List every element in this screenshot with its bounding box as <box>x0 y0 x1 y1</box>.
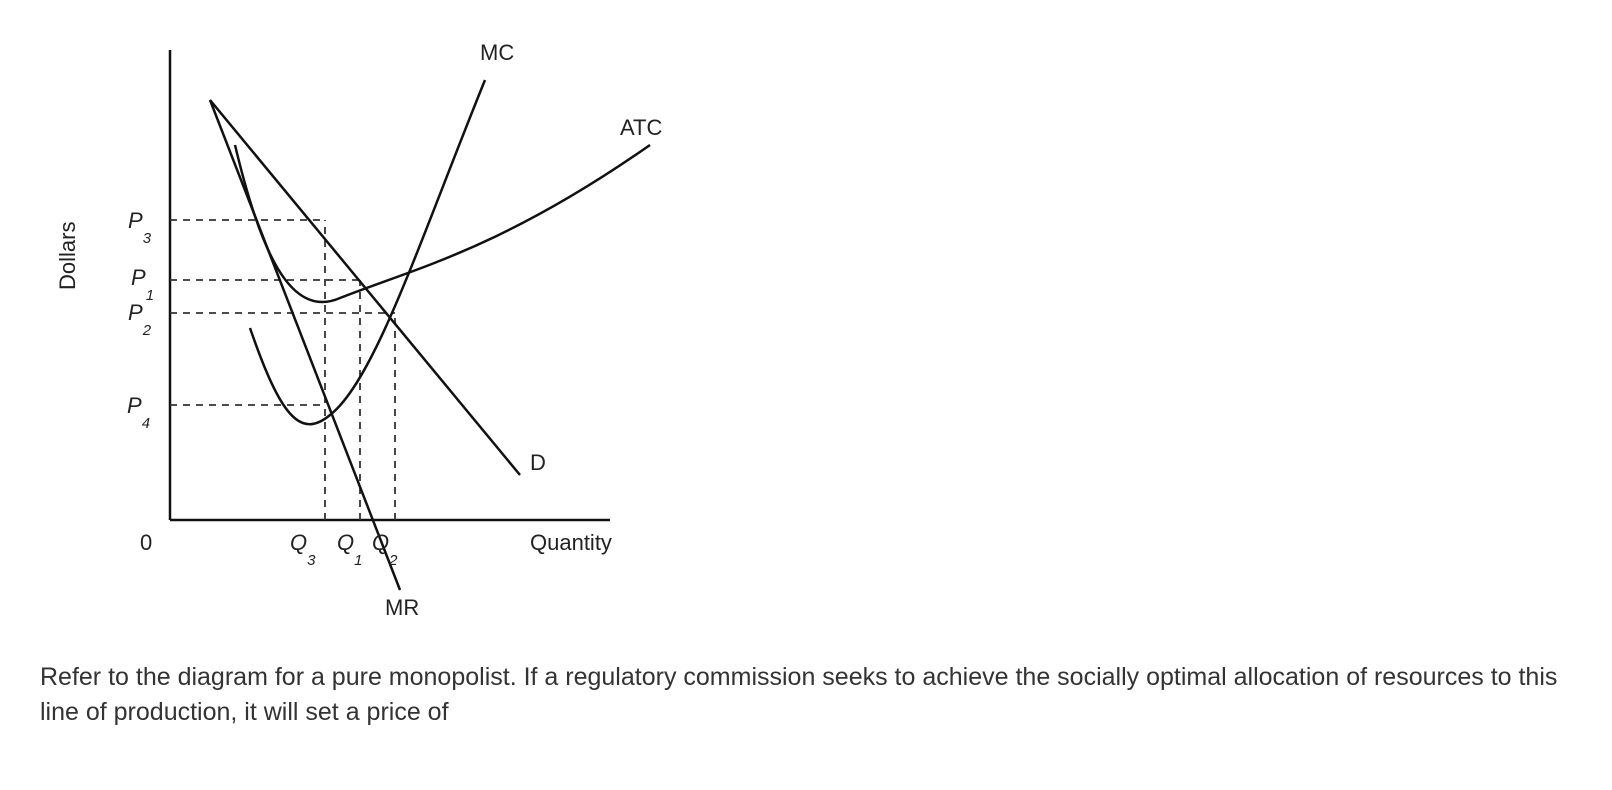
monopoly-diagram: Dollars MC ATC D MR Quant <box>40 20 740 620</box>
q1-label: Q1 <box>337 530 362 569</box>
mr-label: MR <box>385 595 419 620</box>
d-label: D <box>530 450 546 475</box>
x-axis-title: Quantity <box>530 530 612 555</box>
mc-label: MC <box>480 40 514 65</box>
origin-label: 0 <box>140 530 152 555</box>
q3-label: Q3 <box>290 530 316 569</box>
q2-label: Q2 <box>372 530 398 569</box>
mc-curve <box>250 80 485 424</box>
p1-label: P1 <box>131 265 154 304</box>
p3-label: P3 <box>128 208 152 247</box>
p2-label: P2 <box>128 300 152 339</box>
atc-label: ATC <box>620 115 662 140</box>
mr-curve <box>210 100 400 590</box>
atc-curve <box>235 145 650 302</box>
diagram-svg: MC ATC D MR Quantity 0 P3 P1 P2 P4 Q3 Q1… <box>40 20 740 640</box>
question-text: Refer to the diagram for a pure monopoli… <box>40 660 1570 730</box>
p4-label: P4 <box>127 393 150 432</box>
